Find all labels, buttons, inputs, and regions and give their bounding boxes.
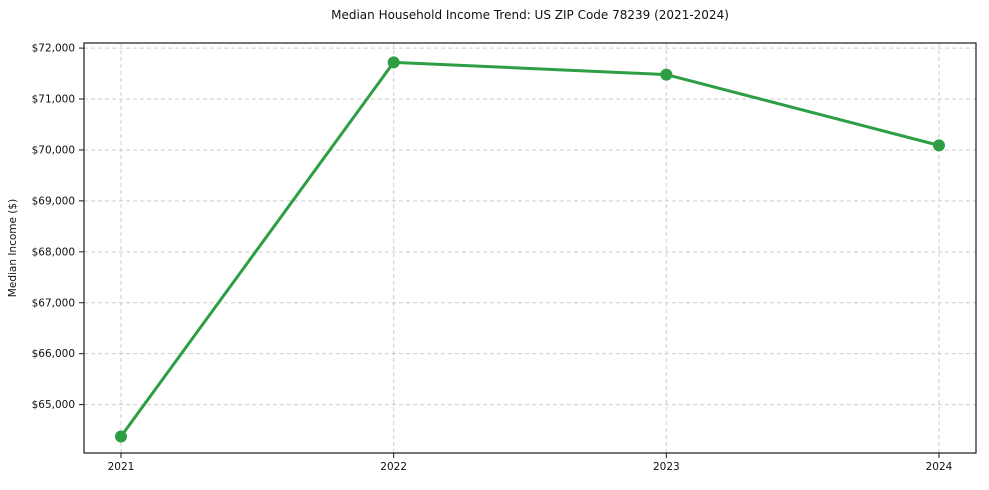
x-tick-label: 2024 <box>926 461 953 473</box>
data-point-marker <box>660 68 673 81</box>
income-trend-line <box>119 60 941 438</box>
y-tick-label: $72,000 <box>32 43 75 55</box>
chart-title: Median Household Income Trend: US ZIP Co… <box>331 8 729 22</box>
data-point-marker <box>115 430 127 443</box>
x-tick-label: 2022 <box>380 461 407 473</box>
x-tick-label: 2021 <box>108 461 135 473</box>
data-point-marker <box>933 139 945 152</box>
y-tick-label: $70,000 <box>32 144 75 156</box>
y-tick-label: $71,000 <box>32 94 75 106</box>
y-tick-label: $66,000 <box>32 348 75 360</box>
y-tick-label: $65,000 <box>32 399 75 411</box>
axes-frame <box>83 42 977 454</box>
data-point-marker <box>387 56 400 69</box>
y-tick-label: $67,000 <box>32 297 75 309</box>
x-tick-label: 2023 <box>653 461 680 473</box>
y-tick-label: $69,000 <box>32 195 75 207</box>
y-tick-label: $68,000 <box>32 246 75 258</box>
